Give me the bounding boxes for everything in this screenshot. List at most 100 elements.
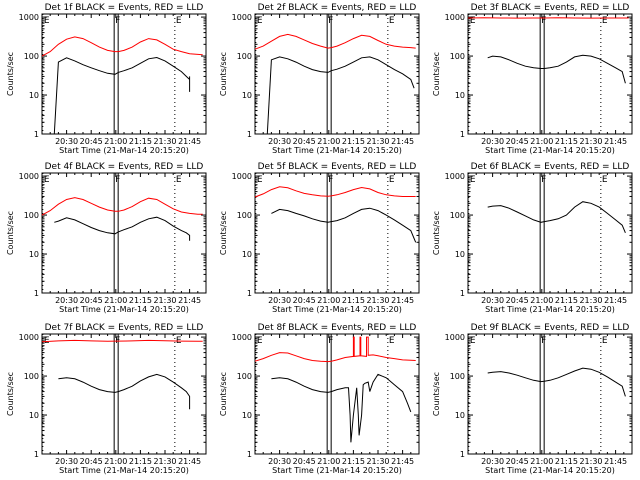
events-series-line [53,56,191,135]
x-tick-label: 21:45 [604,296,627,305]
y-tick-label: 1 [247,289,252,298]
y-tick-label: 10 [242,91,252,100]
y-tick-label: 100 [450,372,465,381]
x-axis-label: Start Time (21-Mar-14 20:15:20) [485,305,615,314]
x-tick-label: 20:45 [80,457,103,466]
marker-label: F [328,16,333,26]
marker-label: E [389,175,395,185]
y-tick-label: 1 [34,450,39,459]
x-tick-label: 21:30 [153,137,176,146]
x-tick-label: 21:00 [104,457,127,466]
marker-label: E [470,336,476,346]
detector-panel: Det 4f BLACK = Events, RED = LLD 1 10 100 10… [6,162,207,314]
x-tick-label: 21:45 [178,457,201,466]
y-tick-label: 10 [29,250,39,259]
detector-panel: Det 5f BLACK = Events, RED = LLD 1 10 100 10… [219,162,420,314]
x-tick-label: 20:30 [268,137,291,146]
lld-series-line [254,33,416,50]
marker-label: E [176,175,182,185]
x-tick-label: 20:45 [293,137,316,146]
marker-label: E [602,336,608,346]
events-series-line [271,207,417,243]
detector-panel: Det 8f BLACK = Events, RED = LLD 1 10 100 10… [219,323,420,475]
events-series-line [266,56,415,135]
y-axis-label: Counts/sec [219,52,228,96]
marker-label: E [257,336,263,346]
marker-label: F [541,16,546,26]
y-tick-label: 10 [242,411,252,420]
x-tick-label: 21:45 [604,457,627,466]
x-tick-label: 20:30 [268,296,291,305]
y-tick-label: 100 [450,211,465,220]
x-tick-label: 20:30 [55,296,78,305]
x-tick-label: 21:15 [129,457,152,466]
x-tick-label: 21:30 [579,296,602,305]
y-tick-label: 10 [455,411,465,420]
panel-title: Det 7f BLACK = Events, RED = LLD [45,323,204,333]
x-tick-label: 20:45 [506,457,529,466]
plot-frame [41,13,207,135]
y-axis-label: Counts/sec [219,372,228,416]
x-tick-label: 21:00 [530,457,553,466]
y-tick-label: 1000 [19,13,39,22]
y-axis-label: Counts/sec [432,52,441,96]
x-tick-label: 21:00 [317,137,340,146]
x-tick-label: 21:45 [178,137,201,146]
x-tick-label: 21:30 [366,296,389,305]
marker-label: E [602,16,608,26]
y-axis-label: Counts/sec [6,372,15,416]
y-tick-label: 1000 [445,13,465,22]
events-series-line [271,373,412,443]
x-tick-label: 21:30 [366,137,389,146]
x-tick-label: 20:30 [55,137,78,146]
marker-label: F [541,175,546,185]
marker-label: E [602,175,608,185]
x-tick-label: 20:45 [80,296,103,305]
y-tick-label: 100 [24,372,39,381]
marker-label: E [257,16,263,26]
x-tick-label: 21:00 [104,137,127,146]
lld-series-line [254,186,416,198]
plot-frame [467,13,633,135]
panel-title: Det 8f BLACK = Events, RED = LLD [258,323,417,333]
y-axis-label: Counts/sec [219,211,228,255]
y-tick-label: 1 [247,450,252,459]
y-tick-label: 1000 [19,333,39,342]
y-tick-label: 100 [24,211,39,220]
y-tick-label: 1 [34,130,39,139]
y-tick-label: 100 [237,52,252,61]
lld-series-line [41,339,203,343]
panel-title: Det 6f BLACK = Events, RED = LLD [471,162,630,172]
x-axis-label: Start Time (21-Mar-14 20:15:20) [272,146,402,155]
x-axis-label: Start Time (21-Mar-14 20:15:20) [485,466,615,475]
plot-frame [254,172,420,294]
x-tick-label: 20:45 [293,457,316,466]
marker-label: F [328,336,333,346]
events-series-line [54,216,191,241]
x-axis-label: Start Time (21-Mar-14 20:15:20) [59,146,189,155]
x-tick-label: 21:00 [317,457,340,466]
x-tick-label: 21:15 [555,457,578,466]
marker-label: E [470,175,476,185]
y-tick-label: 100 [237,372,252,381]
marker-label: E [389,336,395,346]
panel-title: Det 1f BLACK = Events, RED = LLD [45,3,204,13]
x-tick-label: 20:30 [481,296,504,305]
x-tick-label: 21:00 [104,296,127,305]
y-tick-label: 1000 [445,333,465,342]
x-axis-label: Start Time (21-Mar-14 20:15:20) [272,466,402,475]
detector-panel: Det 3f BLACK = Events, RED = LLD 1 10 100 10… [432,3,633,155]
plot-frame [41,172,207,294]
x-tick-label: 20:45 [506,296,529,305]
x-tick-label: 21:15 [129,137,152,146]
x-tick-label: 20:45 [506,137,529,146]
y-tick-label: 1 [460,450,465,459]
marker-label: F [115,175,120,185]
x-tick-label: 21:00 [317,296,340,305]
panel-title: Det 2f BLACK = Events, RED = LLD [258,3,417,13]
marker-label: E [257,175,263,185]
y-tick-label: 10 [29,91,39,100]
y-tick-label: 10 [455,91,465,100]
x-tick-label: 20:45 [80,137,103,146]
